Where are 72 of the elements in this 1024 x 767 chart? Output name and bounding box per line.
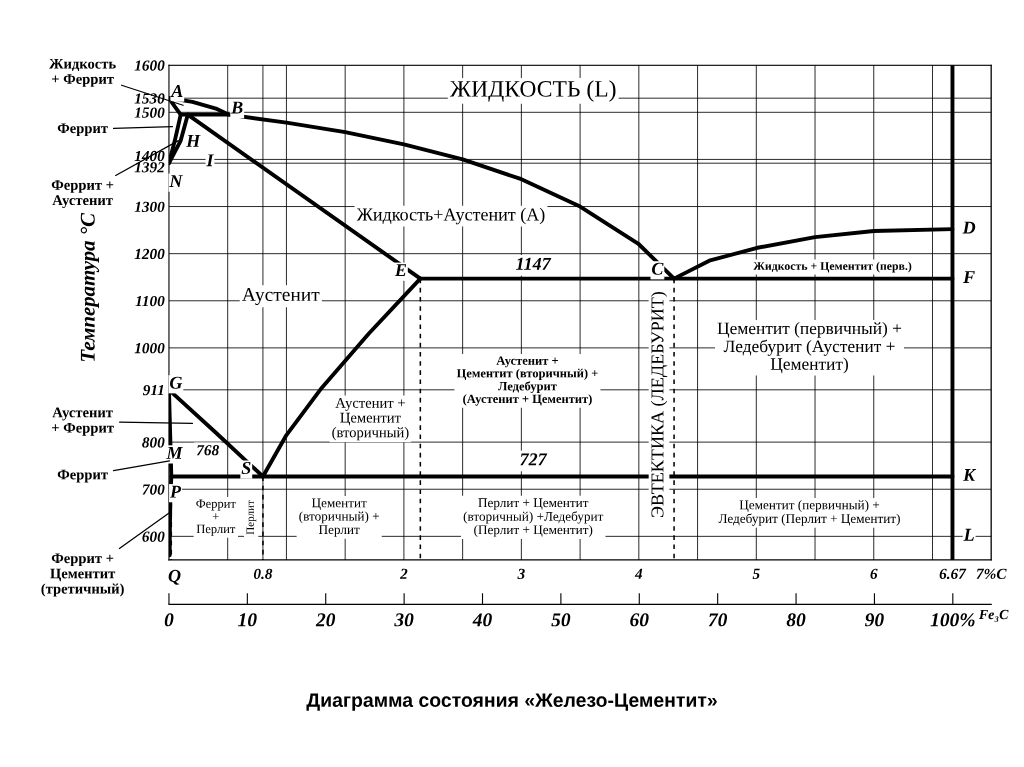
annotation: Цементит (первичный) + Ледебурит (Аустенит + Цементит) <box>717 322 902 374</box>
x2-tick-label: 10 <box>238 613 257 627</box>
annotation: Феррит + Цементит (третичный) <box>41 553 124 597</box>
annotation: E <box>394 264 407 277</box>
y-tick-label: 600 <box>142 531 165 542</box>
y-tick-label: 1100 <box>135 295 165 307</box>
annotation: ЭВТЕКТИКА (ЛЕДЕБУРИТ) <box>650 291 668 517</box>
annotation: A <box>170 85 183 97</box>
annotation: K <box>962 469 977 481</box>
annotation: Цементит (вторичный) + Перлит <box>299 498 379 537</box>
annotation: ЖИДКОСТЬ (L) <box>449 80 616 102</box>
x2-tick-label: 30 <box>394 613 414 627</box>
x-tick-label: 6.67 <box>939 568 967 580</box>
annotation: Феррит + Перлит <box>196 499 236 536</box>
x-tick-label: 0.8 <box>253 568 273 580</box>
annotation: L <box>963 528 974 541</box>
annotation: I <box>206 154 214 167</box>
annotation: N <box>169 175 183 187</box>
x2-axis-title: Fe₃C <box>978 609 1009 622</box>
x-tick-label: 2 <box>399 568 408 579</box>
annotation: Цементит (первичный) + Ледебурит (Перлит + Цементит) <box>718 500 900 526</box>
annotation: Аустенит + Цементит (вторичный) <box>332 398 409 441</box>
annotation: Феррит <box>57 469 108 483</box>
y-tick-label: 800 <box>142 437 165 448</box>
y-tick-label: 1300 <box>134 201 165 212</box>
annotation: Q <box>168 569 181 585</box>
annotation: D <box>962 221 976 234</box>
x2-tick-label: 90 <box>865 613 884 627</box>
x2-tick-label: 80 <box>786 613 806 627</box>
text: Аустенит + Феррит <box>52 407 114 436</box>
annotation: 768 <box>196 445 219 456</box>
annotation: Перлит + Цементит (вторичный) +Ледебурит (Перлит + Цементит) <box>463 498 604 537</box>
x2-tick-label: 70 <box>708 613 728 627</box>
annotation: F <box>963 271 975 283</box>
x2-tick-label: 20 <box>315 613 336 627</box>
annotation: Аустенит + Цементит (вторичный) + Ледебурит (Аустенит + Цементит) <box>456 356 598 406</box>
x2-tick-label: 0 <box>164 613 174 627</box>
annotation: M <box>166 446 184 459</box>
annotation: Феррит + Аустенит <box>51 180 114 209</box>
y-tick-label: 1000 <box>134 343 165 354</box>
x2-tick-label: 50 <box>551 613 571 627</box>
annotation: H <box>186 134 201 147</box>
annotation: Аустенит <box>242 288 320 306</box>
annotation: Жидкость+Аустенит (A) <box>356 207 545 225</box>
x-tick-label: 4 <box>634 568 643 579</box>
y-tick-label: 911 <box>142 385 164 396</box>
x-tick-label: 7%C <box>976 568 1007 580</box>
x2-tick-label: 100% <box>930 613 975 627</box>
annotation: G <box>170 376 183 389</box>
annotation: P <box>169 485 182 498</box>
x-tick-label: 5 <box>752 568 760 579</box>
annotation: Перлит <box>246 500 257 535</box>
annotation: C <box>652 262 664 275</box>
annotation: B <box>231 101 243 114</box>
annotation: Жидкость + Феррит <box>49 58 116 87</box>
y-tick-label: 1530 <box>134 93 165 104</box>
x-tick-label: 6 <box>870 568 878 579</box>
y-tick-label: 1600 <box>134 60 165 71</box>
annotation: S <box>241 461 251 475</box>
text: Диаграмма состояния «Железо-Цементит» <box>306 693 717 711</box>
annotation: Жидкость + Цементит (перв.) <box>753 261 912 273</box>
text: Феррит <box>57 123 108 137</box>
y-tick-label: 1500 <box>134 107 165 118</box>
y-tick-label: 1392 <box>134 162 165 173</box>
annotation: 1147 <box>515 257 552 270</box>
y-tick-label: 700 <box>142 484 165 495</box>
x2-tick-label: 60 <box>630 613 649 627</box>
x-tick-label: 3 <box>517 568 525 579</box>
y-axis-title: Температура °C <box>80 212 100 362</box>
annotation: 727 <box>520 453 548 466</box>
y-tick-label: 1200 <box>134 248 165 260</box>
x2-tick-label: 40 <box>472 613 492 627</box>
